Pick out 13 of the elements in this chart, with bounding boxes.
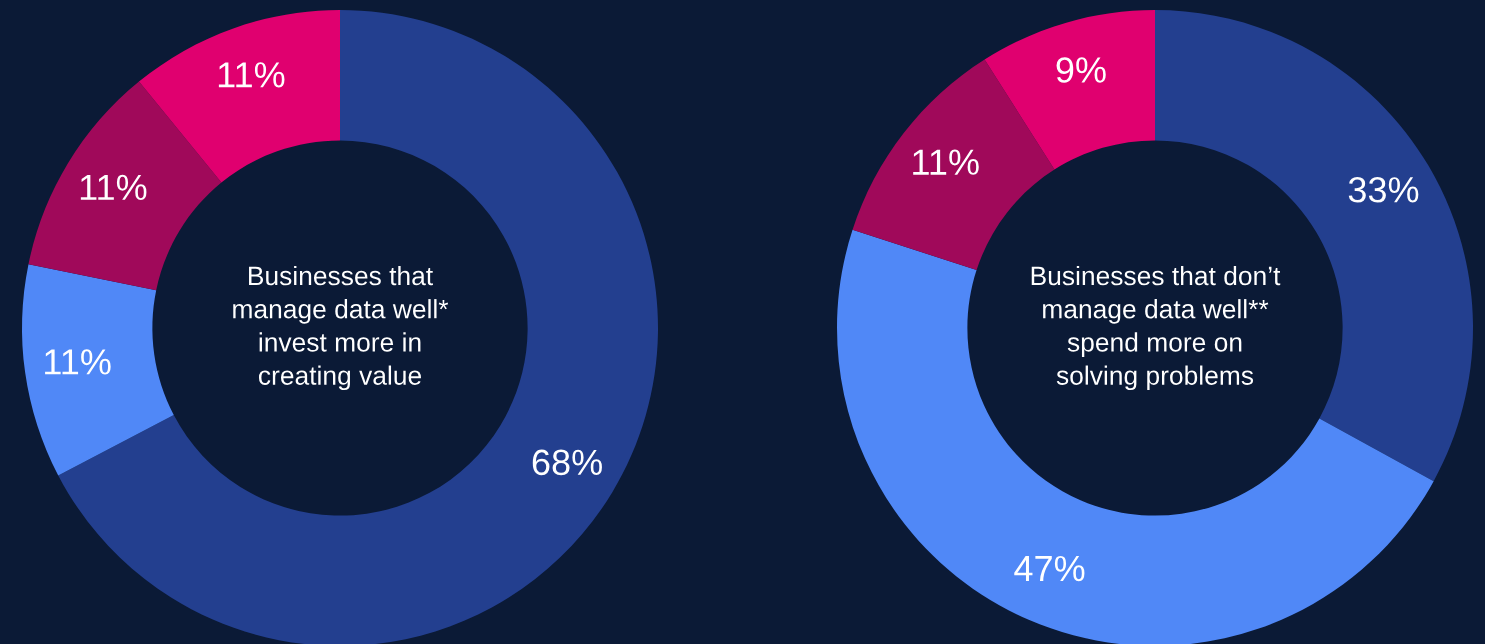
data-label: 68% bbox=[532, 449, 602, 476]
data-label: 47% bbox=[1014, 555, 1085, 582]
data-label: 11% bbox=[80, 174, 147, 201]
text: Businesses that manage data well* invest more in creating value bbox=[233, 265, 449, 391]
donut-slice bbox=[22, 264, 174, 476]
data-label: 11% bbox=[913, 149, 979, 175]
data-label: 33% bbox=[1348, 177, 1419, 203]
text: Businesses that don’t manage data well** spend more on solving problems bbox=[1031, 265, 1281, 391]
donut-slice bbox=[837, 229, 1434, 644]
data-label: 11% bbox=[45, 349, 111, 375]
data-label: 9% bbox=[1056, 57, 1106, 83]
donut-slice bbox=[984, 10, 1155, 170]
data-label: 11% bbox=[218, 62, 285, 88]
